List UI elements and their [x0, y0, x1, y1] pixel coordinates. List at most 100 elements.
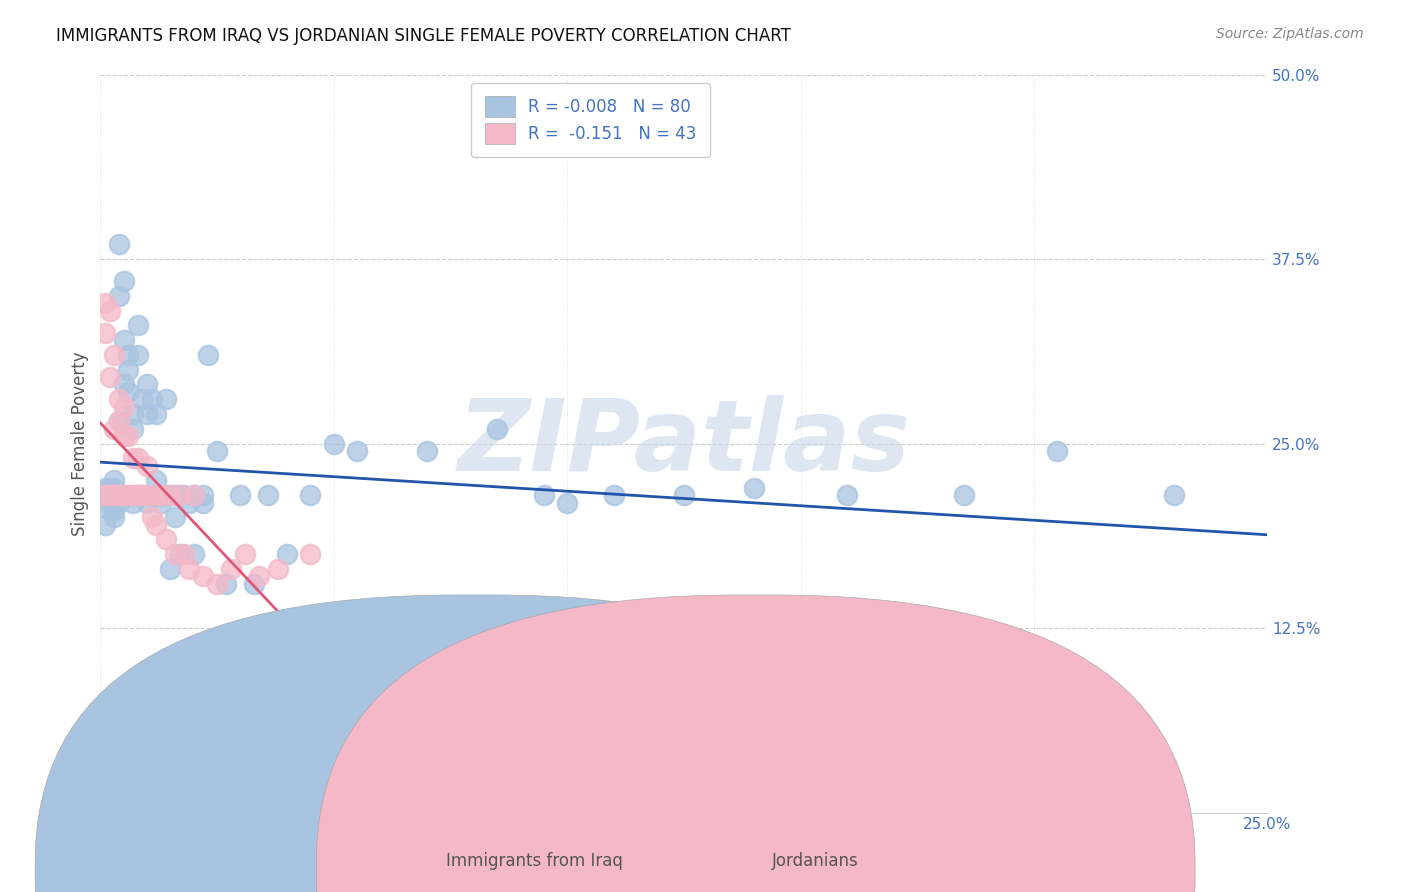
Point [103, 348, 125, 362]
Point [141, 510, 163, 524]
Point [103, 488, 125, 502]
Point [117, 362, 139, 376]
Point [98, 370, 121, 384]
Point [672, 488, 695, 502]
Point [108, 392, 131, 407]
Point [145, 517, 167, 532]
Point [247, 569, 270, 583]
Point [117, 348, 139, 362]
Point [370, 724, 392, 739]
Legend: R = -0.008   N = 80, R =  -0.151   N = 43: R = -0.008 N = 80, R = -0.151 N = 43 [471, 83, 710, 157]
Point [150, 488, 173, 502]
Point [169, 488, 191, 502]
Point [163, 547, 186, 561]
Point [416, 444, 439, 458]
Point [177, 495, 200, 509]
Point [183, 488, 205, 502]
Point [169, 488, 191, 502]
Point [98, 503, 121, 517]
Point [953, 488, 976, 502]
Point [155, 488, 177, 502]
Point [98, 303, 121, 318]
Point [103, 422, 125, 436]
Point [108, 289, 131, 303]
Point [131, 488, 153, 502]
Point [439, 680, 461, 694]
Point [94, 481, 117, 495]
Point [191, 495, 214, 509]
Point [215, 576, 238, 591]
Point [103, 474, 125, 488]
Text: Source: ZipAtlas.com: Source: ZipAtlas.com [1216, 27, 1364, 41]
Point [177, 562, 200, 576]
Point [603, 488, 626, 502]
Point [141, 392, 163, 407]
Point [112, 488, 135, 502]
Y-axis label: Single Female Poverty: Single Female Poverty [72, 351, 89, 536]
Point [117, 488, 139, 502]
Point [136, 407, 159, 421]
Point [155, 533, 177, 547]
Point [98, 495, 121, 509]
Point [127, 451, 149, 466]
Point [346, 444, 368, 458]
Point [173, 547, 195, 561]
Point [131, 392, 153, 407]
Point [117, 429, 139, 443]
Point [150, 488, 173, 502]
Point [163, 488, 186, 502]
Point [233, 547, 256, 561]
Point [136, 377, 159, 392]
Point [205, 576, 228, 591]
Point [183, 488, 205, 502]
Point [267, 562, 290, 576]
Point [122, 495, 145, 509]
Point [533, 488, 555, 502]
Point [219, 562, 242, 576]
Point [322, 436, 344, 450]
Point [94, 326, 117, 340]
Point [1046, 444, 1069, 458]
Point [197, 348, 219, 362]
Point [742, 481, 765, 495]
Point [122, 422, 145, 436]
Point [837, 488, 859, 502]
Point [191, 488, 214, 502]
Point [299, 547, 322, 561]
Point [112, 274, 135, 288]
Point [370, 673, 392, 687]
Point [486, 422, 509, 436]
Point [159, 488, 181, 502]
Point [122, 407, 145, 421]
Point [112, 333, 135, 347]
Point [103, 495, 125, 509]
Point [141, 488, 163, 502]
Point [127, 318, 149, 333]
Point [169, 547, 191, 561]
Text: ZIPatlas: ZIPatlas [457, 395, 911, 492]
Point [122, 488, 145, 502]
Point [555, 495, 578, 509]
Point [108, 237, 131, 252]
Point [257, 488, 280, 502]
Point [94, 488, 117, 502]
Point [131, 488, 153, 502]
Point [191, 569, 214, 583]
Point [94, 517, 117, 532]
Point [108, 495, 131, 509]
Point [108, 488, 131, 502]
Point [163, 510, 186, 524]
Point [205, 444, 228, 458]
Point [122, 451, 145, 466]
Point [117, 488, 139, 502]
Point [136, 495, 159, 509]
Point [103, 488, 125, 502]
Point [103, 481, 125, 495]
Point [145, 407, 167, 421]
Point [159, 488, 181, 502]
Point [136, 488, 159, 502]
Text: Immigrants from Iraq: Immigrants from Iraq [446, 852, 623, 870]
Point [150, 495, 173, 509]
Point [127, 488, 149, 502]
Point [108, 414, 131, 428]
